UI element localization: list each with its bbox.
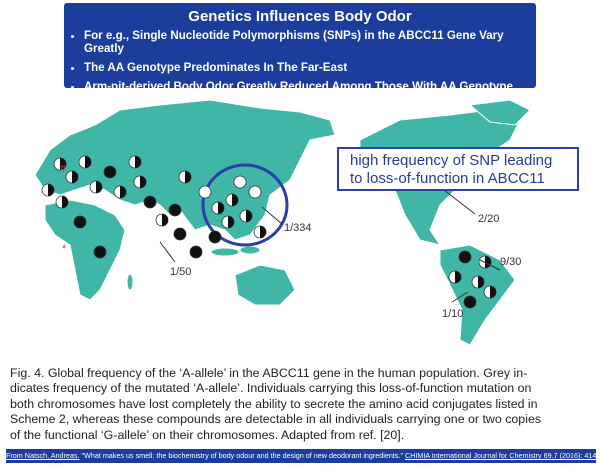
citation: From Natsch, Andreas. "What makes us sme… <box>6 449 596 463</box>
island <box>210 247 240 257</box>
pie-marker <box>458 250 472 264</box>
pie-slice <box>62 196 68 208</box>
pie-marker <box>143 195 157 209</box>
bullets: For e.g., Single Nucleotide Polymorphism… <box>64 29 536 93</box>
citation-journal: CHIMIA International Journal for Chemist… <box>405 451 596 460</box>
ratio-label: 2/20 <box>478 213 499 225</box>
caption-line: dicates frequency of the mutated ‘A-alle… <box>10 381 532 396</box>
ratio-label: * <box>62 243 67 255</box>
pie-marker <box>93 245 107 259</box>
greenland <box>468 99 531 126</box>
island <box>239 245 261 255</box>
pie-slice <box>455 271 461 283</box>
caption-line: Scheme 2, whereas these compounds are de… <box>10 412 542 427</box>
leader <box>159 241 176 263</box>
pie-slice <box>135 156 141 168</box>
caption: Fig. 4. Global frequency of the ‘A-allel… <box>10 366 541 443</box>
pie-slice <box>260 226 266 238</box>
pie-marker <box>198 185 212 199</box>
pie-slice <box>228 216 234 228</box>
australia <box>234 264 296 306</box>
leaders <box>159 186 501 303</box>
ratio-label: 1/50 <box>170 266 191 278</box>
leader <box>439 186 476 215</box>
citation-text: "What makes us smell: the biochemistry o… <box>79 451 406 460</box>
ratio-label: # <box>60 163 67 175</box>
pie-slice <box>48 184 54 196</box>
pie-marker <box>173 227 187 241</box>
pie-slice <box>72 171 78 183</box>
pie-slice <box>85 156 91 168</box>
pie-slice <box>96 181 102 193</box>
ratio-label: 1/10 <box>442 308 463 320</box>
caption-line: of the functional ‘G-allele’ on their ch… <box>10 427 405 442</box>
bullet: The AA Genotype Predominates In The Far-… <box>84 61 536 74</box>
callout-box <box>337 147 579 191</box>
caption-line: Fig. 4. Global frequency of the ‘A-allel… <box>10 366 528 380</box>
pie-marker <box>208 230 222 244</box>
pie-marker <box>463 295 477 309</box>
pie-slice <box>185 171 191 183</box>
bullet: For e.g., Single Nucleotide Polymorphism… <box>84 29 536 55</box>
pie-marker <box>73 215 87 229</box>
ratio-labels: 1/334 1/50 2/20 9/30 1/10 # * <box>60 163 521 320</box>
pie-marker <box>168 203 182 217</box>
leader <box>261 206 283 225</box>
citation-author: From Natsch, Andreas. <box>6 451 80 460</box>
ratio-label: 9/30 <box>500 256 521 268</box>
leader <box>451 291 469 303</box>
header: Genetics Influences Body Odor For e.g., … <box>64 3 536 93</box>
pie-slice <box>232 194 238 206</box>
callout-text: to loss-of-function in ABCC11 <box>350 170 545 187</box>
pie-slice <box>162 214 168 226</box>
eurasia <box>34 99 336 241</box>
south-america <box>439 244 516 346</box>
pie-marker <box>248 185 262 199</box>
ratio-label: 1/334 <box>284 222 312 234</box>
pie-slice <box>60 158 66 170</box>
pie-marker <box>103 165 117 179</box>
highlight-ring <box>201 163 289 247</box>
island <box>126 273 134 291</box>
pie-slice <box>218 202 224 214</box>
bullet: Arm-pit-derived Body Odor Greatly Reduce… <box>84 80 536 93</box>
pie-slice <box>120 186 126 198</box>
title: Genetics Influences Body Odor <box>188 8 412 25</box>
africa <box>44 199 126 301</box>
pie-slice <box>478 276 484 288</box>
leader <box>479 259 501 271</box>
pie-slice <box>490 286 496 298</box>
pie-slice <box>246 210 252 222</box>
world-map: 1/334 1/50 2/20 9/30 1/10 # * high frequ… <box>34 99 579 346</box>
pie-marker <box>233 175 247 189</box>
pie-slice <box>140 176 146 188</box>
callout-text: high frequency of SNP leading <box>350 152 552 169</box>
caption-line: both chromosomes have lost completely th… <box>10 396 538 411</box>
pie-marker <box>189 245 203 259</box>
